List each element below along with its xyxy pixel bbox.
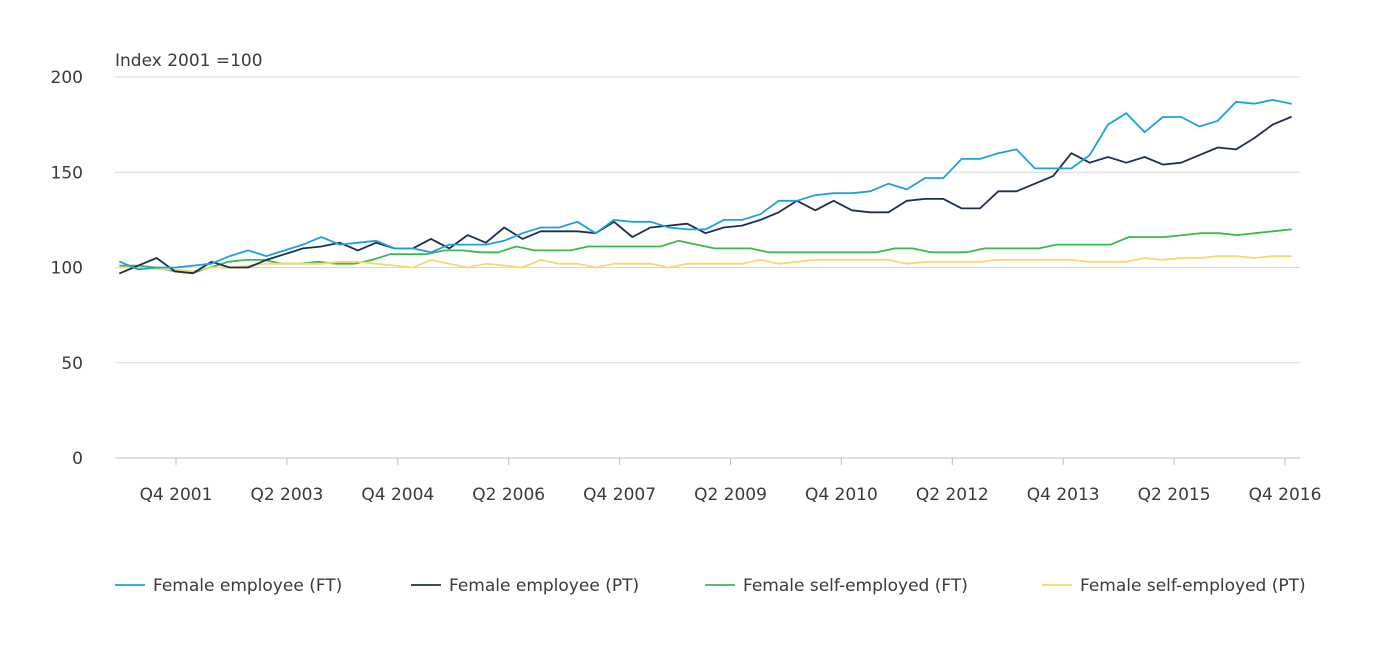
x-tick-label: Q2 2006 (472, 485, 545, 505)
y-axis: 0 50 100 150 200 (51, 68, 83, 469)
y-tick-label-150: 150 (51, 163, 83, 183)
x-axis: Q4 2001 Q2 2003 Q4 2004 Q2 2006 Q4 2007 Q2 20… (140, 458, 1322, 505)
x-tick-label: Q2 2003 (250, 485, 323, 505)
gridlines (115, 76, 1300, 459)
y-tick-label-0: 0 (72, 449, 83, 469)
x-tick-label: Q4 2007 (583, 485, 656, 505)
x-tick-label: Q4 2001 (140, 485, 213, 505)
series-lines (119, 99, 1292, 275)
y-tick-label-100: 100 (51, 259, 83, 279)
series-line-1 (119, 99, 1292, 271)
legend-label: Female employee (PT) (449, 576, 639, 596)
x-tick-label: Q2 2015 (1138, 485, 1211, 505)
x-tick-label: Q4 2010 (805, 485, 878, 505)
series-line-3 (119, 228, 1292, 275)
legend-item-4: Female self-employed (PT) (1042, 576, 1306, 596)
legend-item-3: Female self-employed (FT) (705, 576, 968, 596)
legend-label: Female self-employed (PT) (1080, 576, 1306, 596)
series-line-2 (119, 116, 1292, 275)
x-tick-label: Q2 2009 (694, 485, 767, 505)
legend-item-2: Female employee (PT) (411, 576, 639, 596)
x-tick-label: Q4 2016 (1249, 485, 1322, 505)
series-line-4 (119, 255, 1292, 273)
x-tick-label: Q4 2013 (1027, 485, 1100, 505)
legend-label: Female employee (FT) (153, 576, 342, 596)
x-tick-label: Q4 2004 (361, 485, 434, 505)
y-axis-unit-label: Index 2001 =100 (115, 51, 263, 71)
legend-item-1: Female employee (FT) (115, 576, 342, 596)
legend: Female employee (FT) Female employee (PT)… (115, 576, 1306, 596)
y-tick-label-50: 50 (61, 354, 83, 374)
y-tick-label-200: 200 (51, 68, 83, 88)
x-tick-label: Q2 2012 (916, 485, 989, 505)
legend-label: Female self-employed (FT) (743, 576, 968, 596)
